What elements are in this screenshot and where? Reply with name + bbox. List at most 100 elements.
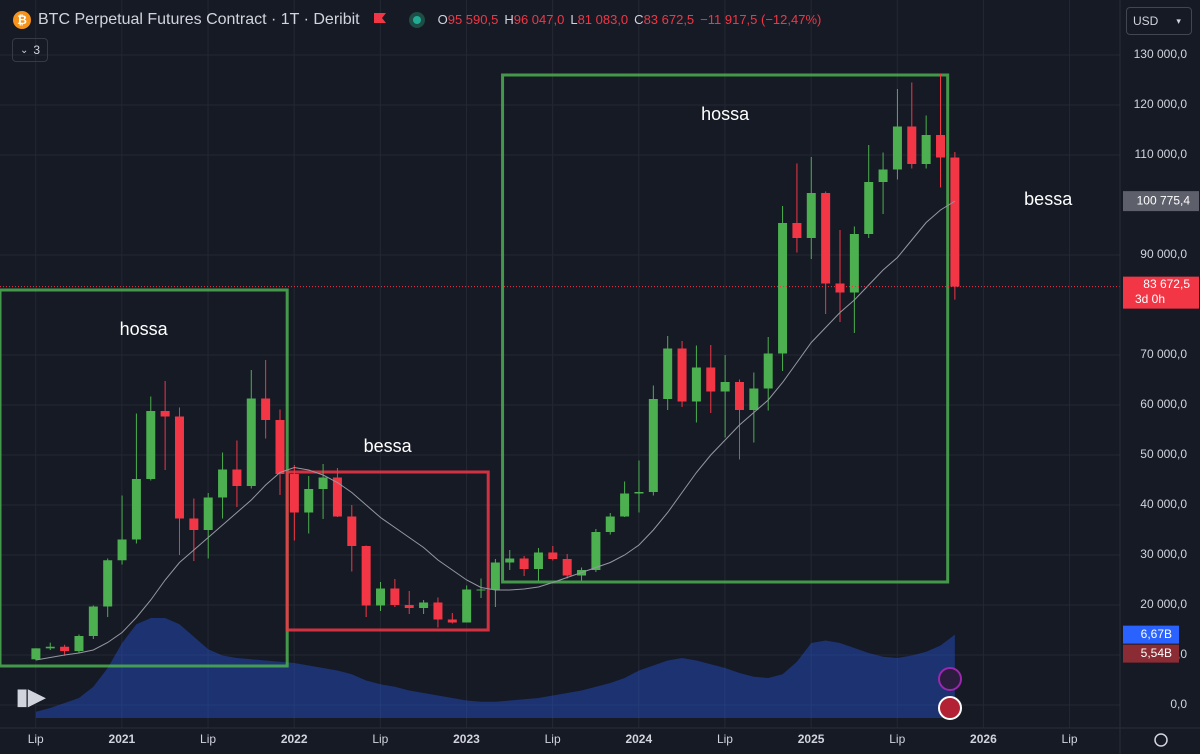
candle-body — [275, 420, 285, 474]
x-tick-label: 2026 — [970, 732, 997, 746]
ohlc-value: 81 083,0 — [577, 12, 629, 27]
candle-body — [950, 157, 960, 287]
y-tick-label: 50 000,0 — [1140, 447, 1187, 461]
x-tick-label: Lip — [889, 732, 905, 746]
y-tick-label: 60 000,0 — [1140, 397, 1187, 411]
ohlc-value: 95 590,5 — [447, 12, 499, 27]
candle-body — [490, 562, 500, 590]
candle-body — [734, 382, 744, 410]
y-tick-label: 90 000,0 — [1140, 247, 1187, 261]
ohlc-key: H — [504, 12, 514, 27]
range-box — [0, 288, 289, 668]
candle-body — [749, 388, 759, 410]
candle-body — [246, 398, 256, 486]
y-tick-label: 110 000,0 — [1135, 147, 1188, 161]
indicator-count: 3 — [33, 43, 41, 57]
candle-body — [390, 588, 400, 605]
settings-icon[interactable] — [1154, 733, 1168, 747]
y-tick-label: 70 000,0 — [1140, 347, 1187, 361]
candle-body — [835, 283, 845, 293]
candle-body — [462, 589, 472, 623]
candle-body — [936, 135, 946, 158]
candle-body — [505, 558, 515, 563]
box-label: bessa — [364, 436, 413, 456]
currency-button[interactable]: USD ▾ — [1126, 7, 1192, 35]
x-tick-label: Lip — [28, 732, 44, 746]
volume-area — [35, 618, 955, 718]
range-box — [285, 470, 490, 632]
y-tick-label: 120 000,0 — [1134, 97, 1188, 111]
y-tick-label: 130 000,0 — [1134, 47, 1188, 61]
candle-body — [878, 169, 888, 182]
candle-body — [174, 416, 184, 519]
candle-body — [620, 493, 630, 517]
candle-body — [663, 348, 673, 399]
ma-tag — [1123, 191, 1199, 212]
candle-body — [821, 193, 831, 284]
x-tick-label: 2021 — [109, 732, 136, 746]
candle-body — [921, 135, 931, 164]
ohlc-value: 83 672,5 — [643, 12, 695, 27]
candle-body — [261, 398, 271, 420]
ma-line — [35, 200, 956, 661]
currency: USD — [1133, 14, 1159, 28]
annotation: bessa — [1024, 189, 1073, 209]
price-tag — [1123, 276, 1199, 309]
range-box — [501, 73, 950, 584]
price-tag-label: 83 672,5 — [1143, 277, 1190, 291]
svg-text:₿: ₿ — [17, 13, 27, 27]
candle-body — [720, 382, 730, 392]
volume-tag — [1123, 625, 1179, 644]
candle-body — [218, 469, 228, 498]
candle-body — [60, 646, 70, 652]
caret: ▾ — [1176, 15, 1181, 26]
volume-last-label: 5,54B — [1141, 646, 1172, 660]
legend-header: ₿ BTC Perpetual Futures Contract · 1T · … — [12, 9, 821, 31]
chevron: ⌄ — [19, 44, 29, 56]
ohlc-key: L — [570, 12, 578, 27]
candle-body — [74, 636, 84, 652]
candle-body — [806, 193, 816, 238]
candle-body — [203, 497, 213, 530]
candle-body — [232, 469, 242, 486]
candle-body — [476, 589, 486, 591]
y-tick-label: 20 000,0 — [1140, 597, 1187, 611]
candle-body — [189, 518, 199, 530]
alert-icon[interactable] — [938, 667, 962, 691]
candle-body — [160, 411, 170, 417]
tv-logo: ▮▶ — [16, 684, 46, 709]
candle-body — [45, 646, 55, 649]
symbol-title[interactable]: BTC Perpetual Futures Contract · 1T · De… — [38, 11, 360, 28]
countdown: 3d 0h — [1135, 292, 1165, 306]
x-tick-label: 2024 — [625, 732, 652, 746]
candle-body — [318, 477, 328, 489]
x-tick-label: Lip — [372, 732, 388, 746]
x-tick-label: 2025 — [798, 732, 825, 746]
candle-body — [103, 560, 113, 607]
candle-body — [605, 516, 615, 532]
candle-body — [648, 399, 658, 492]
candle-body — [864, 182, 874, 234]
candle-body — [31, 648, 41, 660]
candle-body — [763, 353, 773, 389]
status-icons — [373, 12, 425, 28]
candle-body — [691, 367, 701, 402]
candle-body — [131, 479, 141, 540]
candle-body — [332, 477, 342, 517]
candle-body — [447, 619, 457, 623]
flag-icon[interactable] — [938, 696, 962, 720]
candle-body — [347, 516, 357, 546]
indicator-toggle[interactable]: ⌄ 3 — [12, 38, 48, 62]
candle-body — [361, 546, 371, 606]
x-tick-label: Lip — [717, 732, 733, 746]
candle-body — [146, 411, 156, 479]
x-tick-label: 2023 — [453, 732, 480, 746]
candle-body — [562, 559, 572, 576]
candle-body — [304, 489, 314, 513]
candle-body — [677, 348, 687, 402]
x-tick-label: Lip — [1062, 732, 1078, 746]
candle-body — [849, 234, 859, 293]
candle-body — [88, 606, 98, 636]
